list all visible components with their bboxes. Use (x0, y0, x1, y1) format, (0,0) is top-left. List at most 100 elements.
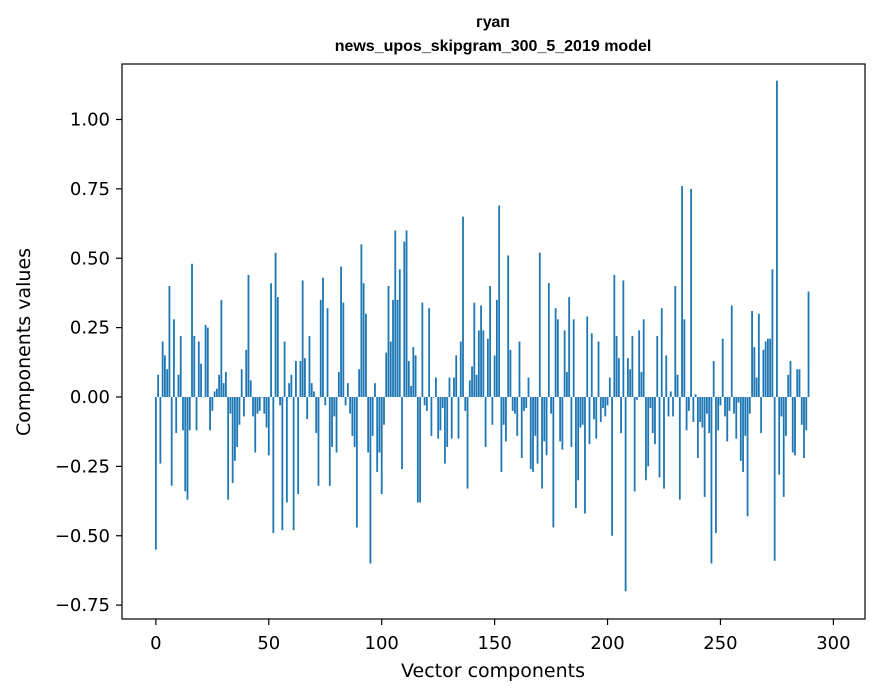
bar (676, 374, 679, 397)
bar (706, 397, 708, 414)
bar (534, 397, 537, 436)
bar (780, 397, 783, 417)
bar (776, 80, 778, 398)
bar (306, 397, 309, 420)
bar (755, 377, 758, 397)
bar (274, 252, 277, 397)
x-tick-label: 100 (365, 633, 399, 654)
bar (340, 266, 342, 397)
bar (220, 299, 223, 398)
bar (604, 397, 607, 417)
bar (279, 397, 281, 406)
bar (371, 397, 374, 436)
bar (164, 355, 166, 398)
bar (328, 397, 331, 486)
bar (398, 269, 401, 397)
bar (597, 341, 600, 397)
bar (193, 335, 196, 397)
bar (333, 397, 336, 417)
bar (527, 377, 530, 397)
bar-series (154, 80, 810, 592)
bar (599, 397, 602, 422)
bar (649, 397, 652, 409)
bar (299, 360, 302, 397)
bar (505, 397, 507, 442)
bar (188, 397, 191, 431)
bar (455, 355, 458, 398)
bar (608, 377, 611, 397)
plot-frame (121, 63, 866, 620)
bar (288, 383, 291, 398)
bar (392, 299, 394, 398)
bar (444, 397, 446, 464)
bar (529, 397, 532, 470)
bar (687, 397, 690, 411)
bar (416, 397, 419, 503)
bar (308, 335, 311, 397)
bar (258, 397, 261, 411)
y-tick-label: −0.75 (55, 595, 110, 616)
bar (380, 397, 383, 495)
bar (197, 341, 200, 397)
bar (588, 397, 591, 445)
bar (764, 341, 767, 397)
bar (753, 347, 756, 397)
bar (606, 397, 609, 406)
chart-subtitle: news_upos_skipgram_300_5_2019 model (335, 38, 652, 55)
bar (267, 397, 270, 456)
bar (658, 397, 661, 478)
bar (572, 319, 575, 397)
bar (507, 255, 510, 397)
bar (425, 397, 428, 411)
bar (575, 397, 577, 508)
bar (432, 397, 435, 398)
bar (301, 280, 304, 397)
bar (175, 397, 178, 434)
bar (663, 397, 665, 489)
bar (541, 397, 543, 489)
bar (796, 369, 799, 397)
y-axis-label: Components values (13, 248, 35, 436)
bar (177, 374, 180, 397)
bar (495, 299, 498, 398)
bar (696, 397, 699, 459)
bar (369, 397, 372, 564)
bar (730, 305, 733, 397)
bar (577, 397, 580, 481)
bar (358, 369, 361, 397)
bar (721, 338, 724, 397)
bar (728, 397, 731, 411)
bar (457, 397, 460, 439)
bar (170, 397, 173, 486)
y-tick-label: 0.25 (70, 318, 110, 339)
bar (787, 374, 790, 397)
bar (748, 397, 751, 414)
bar (660, 308, 663, 397)
bar (672, 397, 674, 417)
bar (173, 319, 175, 397)
bar (556, 319, 559, 397)
bar (559, 397, 562, 442)
bar (367, 397, 370, 453)
bar (396, 299, 399, 398)
bar (419, 397, 422, 503)
bar (154, 397, 157, 550)
bar (525, 397, 528, 409)
bar (800, 397, 803, 425)
bar (642, 319, 645, 397)
bar (256, 397, 259, 414)
bar (617, 358, 620, 397)
bar (701, 397, 704, 428)
bar (626, 358, 629, 397)
bar (401, 397, 403, 470)
bar (690, 188, 693, 398)
bar (353, 397, 356, 447)
bar (297, 397, 300, 495)
bar (182, 397, 184, 431)
bar (785, 397, 787, 436)
bar (489, 286, 492, 397)
bar (186, 397, 189, 500)
y-tick-label: 1.00 (70, 110, 110, 131)
bar (290, 374, 293, 397)
bar (229, 397, 232, 414)
